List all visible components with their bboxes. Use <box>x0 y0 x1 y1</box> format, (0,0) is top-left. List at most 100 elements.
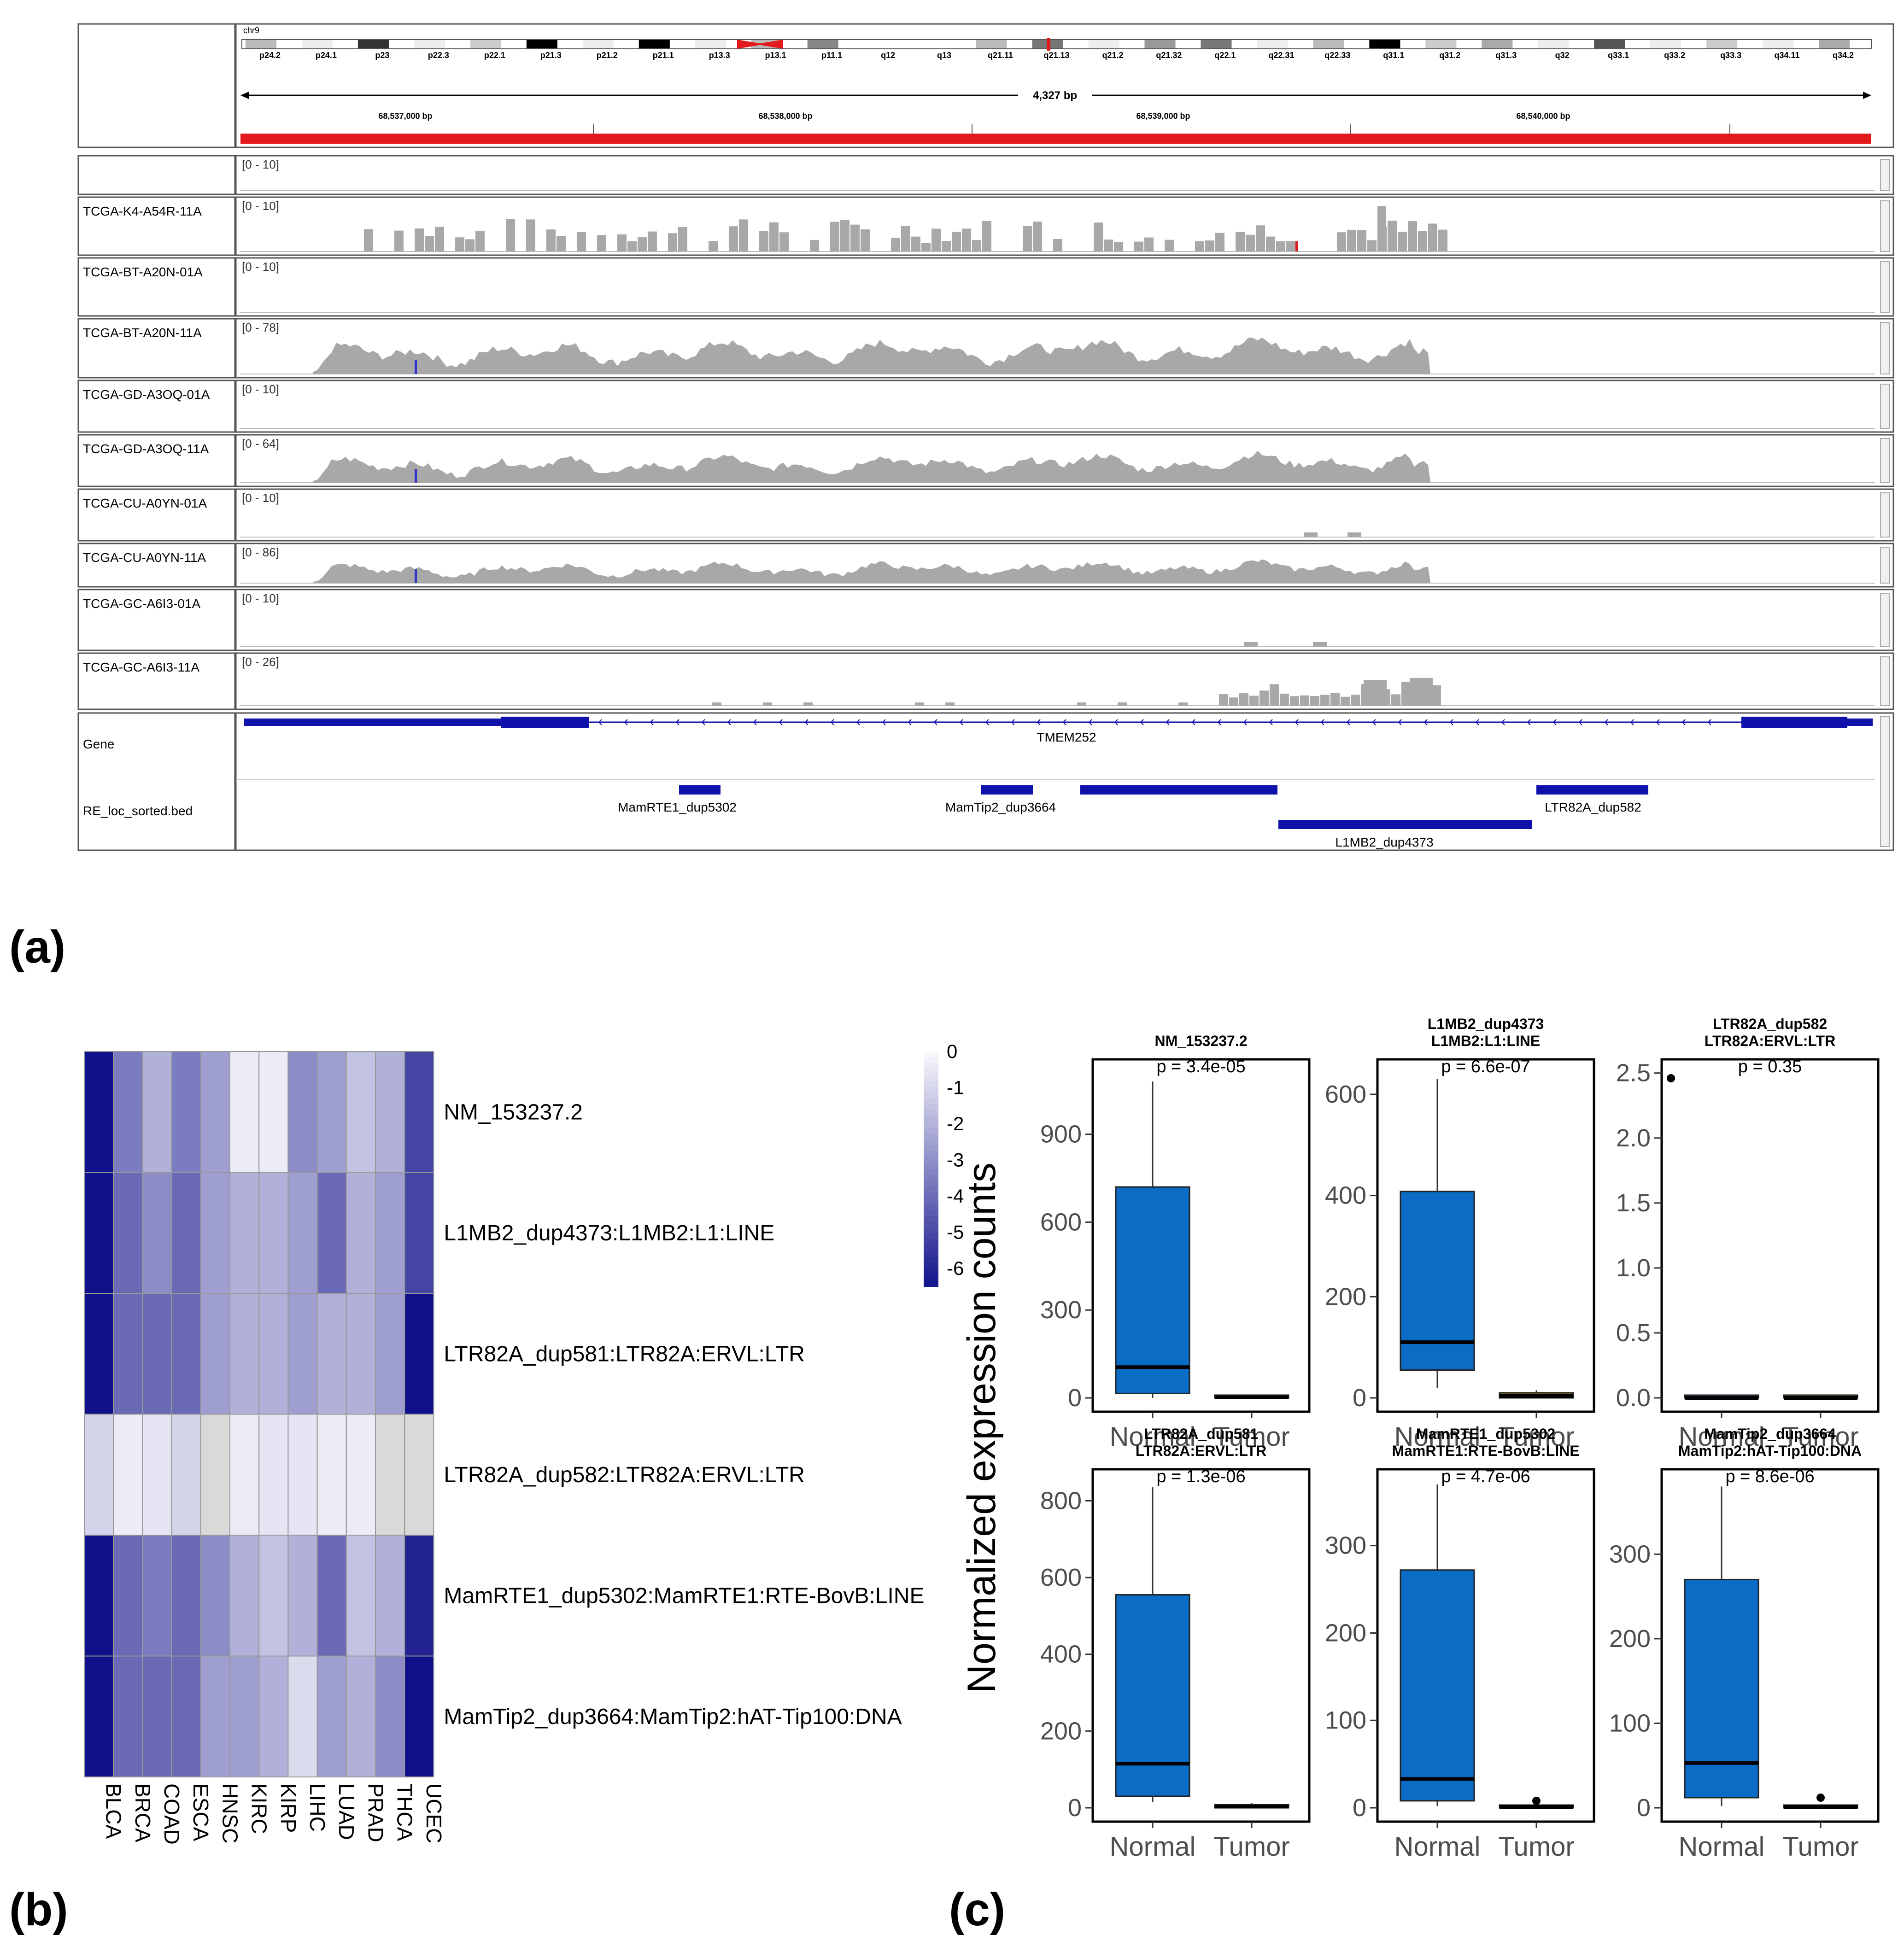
heatmap-cell <box>375 1414 405 1536</box>
heatmap-cell <box>375 1172 405 1294</box>
ideogram-band-label: q34.11 <box>1775 51 1800 60</box>
coverage-bar <box>1165 240 1174 251</box>
track-data-box <box>235 652 1894 710</box>
colorbar-segment <box>924 1099 938 1105</box>
strand-arrow <box>1656 719 1660 725</box>
heatmap-cell <box>200 1535 230 1657</box>
heatmap-cell <box>375 1655 405 1777</box>
coverage-track: TCGA-GD-A3OQ-01A [0 - 10] <box>77 380 1894 433</box>
coverage-bar <box>557 236 566 251</box>
coverage-bar <box>901 226 910 251</box>
strand-arrow <box>1011 719 1015 725</box>
track-scrollbar[interactable] <box>1880 159 1890 191</box>
strand-arrow <box>933 719 937 725</box>
coverage-track: TCGA-GD-A3OQ-11A [0 - 64] <box>77 434 1894 487</box>
ideogram-band <box>1650 40 1681 48</box>
track-scrollbar[interactable] <box>1880 492 1890 538</box>
heatmap-cell <box>171 1051 201 1173</box>
heatmap-cell <box>84 1655 114 1777</box>
y-tick-label: 300 <box>1609 1540 1651 1568</box>
track-data-box <box>235 488 1894 542</box>
heatmap-cell <box>258 1172 289 1294</box>
feature-label-L1MB2: L1MB2_dup4373 <box>1335 835 1433 849</box>
colorbar-segment <box>924 1280 938 1287</box>
colorbar-segment <box>924 1274 938 1281</box>
heatmap-cell <box>200 1414 230 1536</box>
coverage-bar <box>415 228 424 251</box>
facet-title: MamRTE1:RTE-BovB:LINE <box>1392 1443 1579 1459</box>
x-tick-label: Normal <box>1110 1832 1196 1862</box>
track-scrollbar[interactable] <box>1880 261 1890 313</box>
track-scrollbars[interactable] <box>1880 159 1890 847</box>
heatmap-cell <box>316 1535 347 1657</box>
strand-arrow <box>1062 719 1066 725</box>
coverage-bar <box>638 237 647 251</box>
heatmap-colorbar: 0 -1 -2 -3 -4 -5 -6 <box>924 1040 964 1287</box>
colorbar-segment <box>924 1257 938 1263</box>
mismatch-marker <box>415 360 417 374</box>
track-scrollbar[interactable] <box>1880 384 1890 429</box>
track-label-box <box>77 257 236 317</box>
track-scrollbar[interactable] <box>1880 656 1890 706</box>
heatmap-cell <box>375 1051 405 1173</box>
coverage-profile <box>313 337 1430 374</box>
track-scrollbar[interactable] <box>1880 322 1890 374</box>
coverage-bar <box>1438 229 1447 251</box>
heatmap-cell <box>346 1172 376 1294</box>
heatmap-cell <box>84 1172 114 1294</box>
strand-arrow <box>1681 719 1686 725</box>
ruler-label: 68,538,000 bp <box>758 111 812 121</box>
track-scrollbar[interactable] <box>1880 200 1890 252</box>
ideogram-band-label: p21.3 <box>540 51 562 60</box>
panel-label-a: (a) <box>9 921 65 973</box>
heatmap-cell <box>258 1414 289 1536</box>
coverage-bar <box>1391 694 1400 706</box>
coverage-bar <box>1280 694 1289 706</box>
coverage-bar <box>648 231 657 251</box>
feature-MamTip2_dup3664 <box>981 785 1033 795</box>
colorbar-segment <box>924 1134 938 1140</box>
coverage-bar <box>1195 241 1204 251</box>
x-tick-label: Normal <box>1679 1422 1765 1452</box>
track-scrollbar[interactable] <box>1880 438 1890 483</box>
colorbar-segment <box>924 1110 938 1117</box>
heatmap-cell <box>200 1655 230 1777</box>
x-tick-label: Tumor <box>1782 1832 1858 1862</box>
mismatch-marker <box>415 469 417 483</box>
coverage-bar <box>962 228 971 251</box>
strand-arrow <box>1449 719 1453 725</box>
heatmap-row-label: NM_153237.2 <box>444 1100 583 1124</box>
ideogram-band <box>1706 40 1738 48</box>
strand-arrow <box>701 719 705 725</box>
ideogram-band <box>246 40 277 48</box>
track-scrollbar[interactable] <box>1880 547 1890 584</box>
colorbar-tick-label: -6 <box>947 1257 964 1279</box>
coverage-bar <box>546 229 556 251</box>
boxplot-y-axis-label: Normalized expression counts <box>960 1163 1004 1693</box>
strand-arrow <box>1398 719 1402 725</box>
ideogram-band <box>1257 40 1288 48</box>
coverage-bar <box>1270 684 1279 706</box>
panel-label-b: (b) <box>9 1884 68 1935</box>
coverage-bar <box>952 232 961 251</box>
normal-box <box>1115 1186 1190 1394</box>
coverage-bar <box>1418 231 1427 251</box>
heatmap-cell <box>316 1293 347 1415</box>
track-scrollbar[interactable] <box>1880 716 1890 847</box>
x-tick-label: Tumor <box>1498 1832 1574 1862</box>
heatmap-cell <box>171 1172 201 1294</box>
track-label-box <box>77 652 236 710</box>
colorbar-segment <box>924 1239 938 1246</box>
track-scrollbar[interactable] <box>1880 593 1890 647</box>
coverage-bar <box>435 227 444 251</box>
y-tick-label: 300 <box>1040 1296 1082 1324</box>
gene-exon <box>501 717 589 728</box>
facet-title: MamRTE1_dup5302 <box>1416 1426 1555 1442</box>
coverage-bar <box>1134 241 1143 251</box>
x-tick-label: Tumor <box>1498 1422 1574 1452</box>
ideogram-band-label: q31.2 <box>1439 51 1460 60</box>
heatmap-column-label: BLCA <box>102 1783 126 1839</box>
coverage-bar <box>1118 702 1127 706</box>
coverage-bar <box>729 226 738 251</box>
